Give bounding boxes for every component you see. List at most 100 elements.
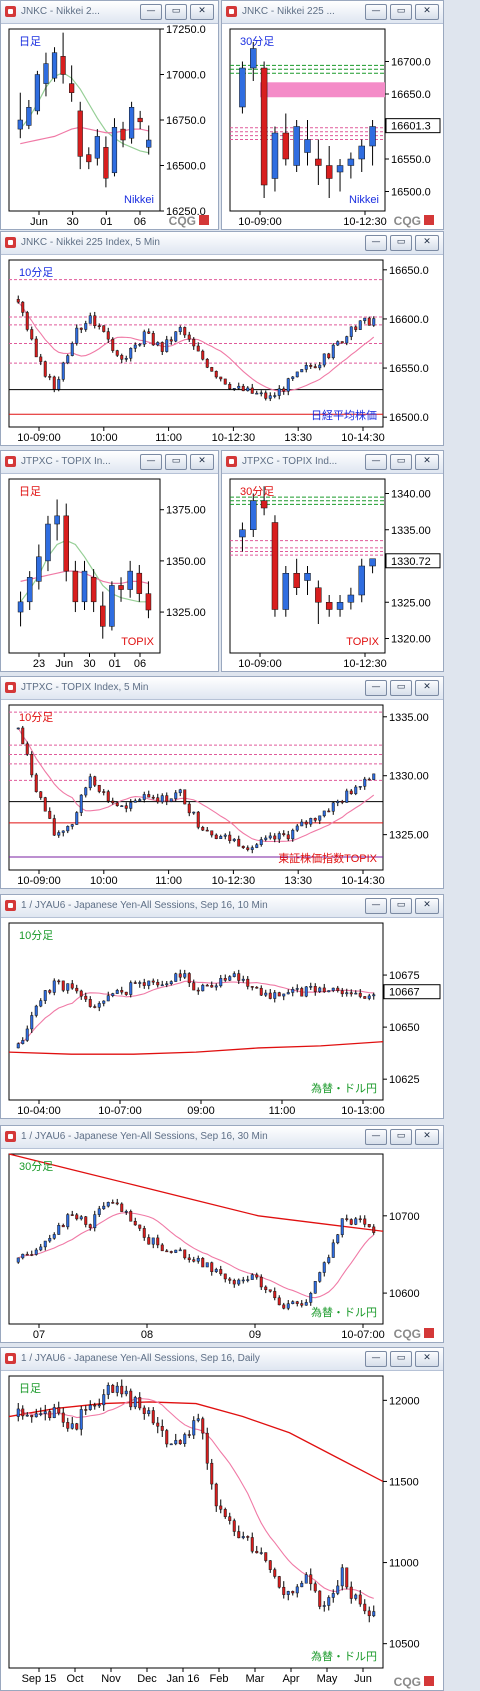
candle — [291, 828, 295, 842]
candle-body — [75, 987, 79, 992]
minimize-button[interactable]: — — [365, 235, 387, 251]
chart-window-topix-5min[interactable]: JTPXC - TOPIX Index, 5 Min — ▭ ✕ 1335.00 1330… — [0, 676, 444, 889]
chart-window-yen-daily[interactable]: 1 / JYAU6 - Japanese Yen-All Sessions, S… — [0, 1347, 444, 1691]
minimize-button[interactable]: — — [365, 1351, 387, 1367]
candle — [16, 1257, 20, 1264]
candle-body — [156, 342, 160, 346]
window-titlebar[interactable]: 1 / JYAU6 - Japanese Yen-All Sessions, S… — [1, 1348, 443, 1371]
candle — [138, 798, 142, 802]
candle — [48, 807, 52, 819]
candle-body — [174, 1249, 178, 1253]
y-tick-label: 11000 — [389, 1558, 419, 1570]
candle — [111, 797, 115, 805]
y-tick-label: 1330.00 — [389, 771, 429, 783]
close-button[interactable]: ✕ — [415, 680, 439, 696]
window-title: JNKC - Nikkei 225 Index, 5 Min — [21, 237, 160, 248]
minimize-button[interactable]: — — [365, 898, 387, 914]
x-tick-label: 13:30 — [284, 875, 312, 887]
y-tick-label: 16500.0 — [391, 187, 431, 199]
candle-body — [43, 1240, 47, 1248]
maximize-button[interactable]: ▭ — [390, 235, 412, 251]
window-titlebar[interactable]: JNKC - Nikkei 2... — ▭ ✕ — [1, 1, 218, 24]
candle-body — [325, 165, 333, 179]
close-button[interactable]: ✕ — [415, 1129, 439, 1145]
timeframe-label: 10分足 — [19, 929, 53, 942]
candle-body — [282, 993, 286, 997]
candle-body — [250, 48, 257, 69]
candle — [100, 591, 106, 639]
chart-window-nikkei-5min[interactable]: JNKC - Nikkei 225 Index, 5 Min — ▭ ✕ 16650.0… — [0, 231, 444, 446]
candle — [295, 823, 299, 832]
candle-body — [259, 839, 263, 845]
candle — [304, 566, 311, 595]
maximize-button[interactable]: ▭ — [390, 454, 412, 470]
candle — [133, 1395, 137, 1410]
maximize-button[interactable]: ▭ — [165, 454, 187, 470]
x-tick-label: 30 — [83, 658, 95, 670]
chart-window-topix-daily[interactable]: JTPXC - TOPIX In... — ▭ ✕ 1375.00 1350.00 1325… — [0, 450, 219, 672]
window-titlebar[interactable]: 1 / JYAU6 - Japanese Yen-All Sessions, S… — [1, 895, 443, 918]
close-button[interactable]: ✕ — [190, 454, 214, 470]
minimize-button[interactable]: — — [140, 4, 162, 20]
maximize-button[interactable]: ▭ — [390, 1129, 412, 1145]
candle — [336, 340, 340, 346]
close-button[interactable]: ✕ — [415, 235, 439, 251]
minimize-button[interactable]: — — [365, 454, 387, 470]
candle-body — [349, 326, 353, 337]
candle-body — [315, 587, 322, 603]
candle-body — [273, 835, 277, 840]
close-button[interactable]: ✕ — [190, 4, 214, 20]
candle-body — [282, 1586, 286, 1595]
candle-body — [79, 1409, 83, 1430]
window-titlebar[interactable]: 1 / JYAU6 - Japanese Yen-All Sessions, S… — [1, 1126, 443, 1149]
chart-window-nikkei-daily[interactable]: JNKC - Nikkei 2... — ▭ ✕ 17250.0 17000.0 16750… — [0, 0, 219, 230]
maximize-button[interactable]: ▭ — [390, 680, 412, 696]
close-button[interactable]: ✕ — [415, 898, 439, 914]
candle-body — [264, 837, 268, 840]
window-titlebar[interactable]: JTPXC - TOPIX In... — ▭ ✕ — [1, 451, 218, 474]
symbol-label: 為替・ドル円 — [311, 1305, 377, 1319]
chart-window-yen-10min[interactable]: 1 / JYAU6 - Japanese Yen-All Sessions, S… — [0, 894, 444, 1119]
maximize-button[interactable]: ▭ — [390, 1351, 412, 1367]
symbol-label: TOPIX — [121, 636, 154, 648]
candle-body — [178, 1249, 182, 1252]
candle-body — [192, 338, 196, 347]
candle — [129, 980, 133, 998]
maximize-button[interactable]: ▭ — [390, 898, 412, 914]
maximize-button[interactable]: ▭ — [165, 4, 187, 20]
minimize-button[interactable]: — — [365, 1129, 387, 1145]
candle — [322, 983, 326, 993]
candle — [223, 1507, 227, 1519]
maximize-button[interactable]: ▭ — [390, 4, 412, 20]
close-button[interactable]: ✕ — [415, 454, 439, 470]
candle-body — [52, 1234, 56, 1239]
candle — [84, 320, 88, 332]
window-titlebar[interactable]: JNKC - Nikkei 225 Index, 5 Min — ▭ ✕ — [1, 232, 443, 255]
window-titlebar[interactable]: JTPXC - TOPIX Index, 5 Min — ▭ ✕ — [1, 677, 443, 700]
candle-body — [347, 594, 355, 603]
candle-body — [124, 1390, 128, 1395]
candle — [273, 1567, 277, 1579]
window-titlebar[interactable]: JTPXC - TOPIX Ind... — ▭ ✕ — [222, 451, 443, 474]
y-tick-label: 1320.00 — [391, 634, 431, 646]
candle-body — [196, 1418, 200, 1421]
chart-window-topix-30min[interactable]: JTPXC - TOPIX Ind... — ▭ ✕ 1340.00 1335.00 133… — [221, 450, 444, 672]
candle — [102, 1389, 106, 1411]
candle — [358, 786, 362, 790]
candle-body — [34, 774, 38, 792]
candle-body — [291, 1591, 295, 1594]
cqg-logo: CQG — [394, 214, 421, 228]
close-button[interactable]: ✕ — [415, 1351, 439, 1367]
candle — [34, 1247, 38, 1256]
minimize-button[interactable]: — — [365, 4, 387, 20]
candle — [239, 61, 246, 114]
window-titlebar[interactable]: JNKC - Nikkei 225 ... — ▭ ✕ — [222, 1, 443, 24]
candle — [138, 980, 142, 988]
minimize-button[interactable]: — — [140, 454, 162, 470]
chart-window-yen-30min[interactable]: 1 / JYAU6 - Japanese Yen-All Sessions, S… — [0, 1125, 444, 1343]
chart-window-nikkei-30min[interactable]: JNKC - Nikkei 225 ... — ▭ ✕ 16700.0 16650.0 16… — [221, 0, 444, 230]
close-button[interactable]: ✕ — [415, 4, 439, 20]
minimize-button[interactable]: — — [365, 680, 387, 696]
candle — [30, 1414, 34, 1423]
candle-body — [239, 67, 246, 108]
